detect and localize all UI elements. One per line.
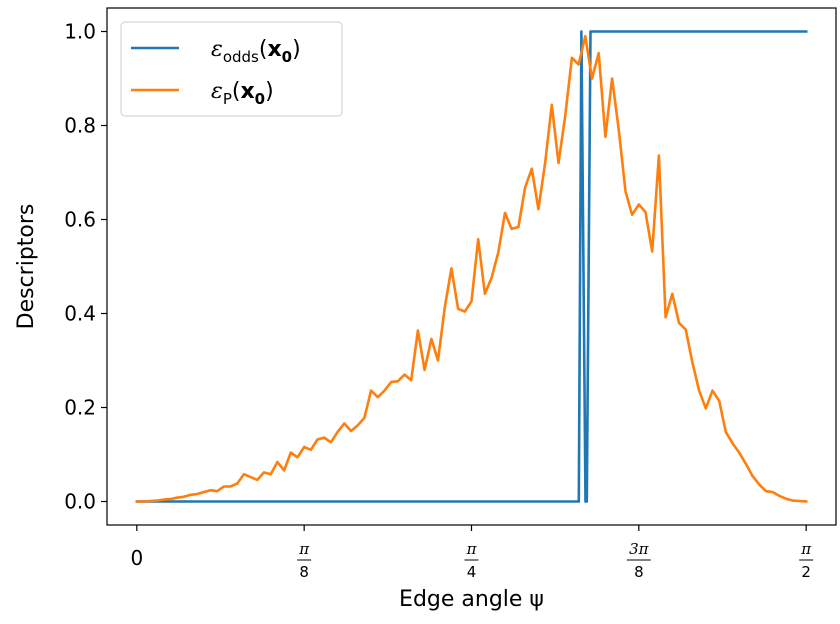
y-tick-label-2: 0.4 <box>64 302 96 326</box>
series-line-0 <box>135 30 808 503</box>
legend: εodds(x0) εP(x0) <box>120 21 343 117</box>
y-tick-label-4: 0.8 <box>64 114 96 138</box>
x-tick-label-1: π8 <box>297 540 312 581</box>
x-tick-denominator-4: 2 <box>801 563 811 581</box>
legend-label-0: εodds(x0) <box>211 37 301 66</box>
y-axis-ticks: 0.0 0.2 0.4 0.6 0.8 1.0 <box>64 20 107 514</box>
x-tick-denominator-2: 4 <box>467 563 477 581</box>
x-tick-denominator-3: 8 <box>634 563 644 581</box>
x-tick-denominator-1: 8 <box>299 563 309 581</box>
series-line-1 <box>135 34 808 503</box>
x-tick-numerator-4: π <box>800 540 812 558</box>
x-tick-label-4: π2 <box>799 540 814 581</box>
x-tick-label-2: π4 <box>464 540 479 581</box>
x-tick-numerator-2: π <box>466 540 478 558</box>
y-axis-title: Descriptors <box>14 204 39 330</box>
legend-box <box>120 21 343 117</box>
y-tick-label-3: 0.6 <box>64 208 96 232</box>
legend-label-1: εP(x0) <box>211 79 274 108</box>
series-lines <box>135 30 808 503</box>
y-tick-label-0: 0.0 <box>64 490 96 514</box>
x-tick-numerator-1: π <box>298 540 310 558</box>
x-axis-title: Edge angle ψ <box>399 587 544 612</box>
y-tick-label-5: 1.0 <box>64 20 96 44</box>
y-tick-label-1: 0.2 <box>64 396 96 420</box>
x-tick-label-0: 0 <box>130 546 143 570</box>
x-tick-numerator-3: 3π <box>629 540 650 558</box>
x-tick-label-3: 3π8 <box>626 540 651 581</box>
